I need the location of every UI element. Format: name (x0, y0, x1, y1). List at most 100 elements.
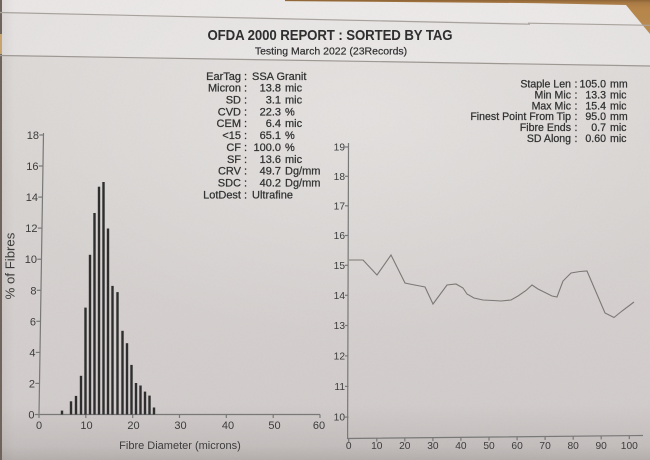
svg-text:SSA Granit: SSA Granit (252, 71, 306, 83)
svg-text:0: 0 (28, 410, 34, 422)
svg-text:70: 70 (539, 441, 551, 452)
svg-text:60: 60 (313, 420, 325, 432)
svg-text:mic: mic (610, 133, 627, 145)
svg-text:100: 100 (621, 441, 638, 452)
svg-text:30: 30 (427, 441, 439, 452)
svg-text:mic: mic (610, 100, 627, 112)
svg-text:2: 2 (29, 378, 35, 390)
svg-text:CEM: CEM (217, 118, 241, 130)
svg-text:mm: mm (610, 111, 628, 123)
svg-text::: : (575, 89, 578, 101)
svg-text:12: 12 (334, 351, 346, 362)
svg-text:16: 16 (26, 161, 38, 173)
svg-text::: : (575, 133, 578, 145)
svg-text:40: 40 (222, 420, 234, 432)
svg-text:0.7: 0.7 (591, 122, 606, 134)
svg-text:22.3: 22.3 (260, 106, 281, 118)
svg-text:3.1: 3.1 (266, 95, 281, 107)
svg-text:105.0: 105.0 (579, 79, 606, 91)
svg-text:%: % (285, 106, 295, 118)
svg-text:20: 20 (127, 420, 139, 432)
svg-text:Testing March 2022 (23Records): Testing March 2022 (23Records) (255, 46, 407, 58)
svg-text:13.3: 13.3 (585, 89, 606, 101)
svg-text:Dg/mm: Dg/mm (285, 178, 320, 190)
svg-text:mic: mic (610, 89, 627, 101)
svg-text::: : (244, 178, 247, 190)
svg-text:CVD: CVD (218, 106, 241, 118)
svg-text:Max Mic: Max Mic (532, 100, 572, 112)
svg-text:% of Fibres: % of Fibres (3, 232, 18, 299)
svg-text:49.7: 49.7 (260, 166, 281, 178)
svg-text:<15: <15 (222, 130, 241, 142)
svg-text:12: 12 (25, 223, 37, 235)
svg-text:15: 15 (334, 261, 346, 272)
svg-text:0.60: 0.60 (585, 133, 606, 145)
svg-text:Finest Point From Tip: Finest Point From Tip (470, 111, 571, 123)
svg-text:60: 60 (511, 441, 523, 452)
svg-text::: : (244, 142, 247, 154)
svg-text:mic: mic (285, 154, 303, 166)
svg-text:Fibre Diameter (microns): Fibre Diameter (microns) (119, 440, 241, 452)
svg-text:SD Along: SD Along (527, 133, 571, 145)
svg-text:30: 30 (174, 420, 186, 432)
svg-text:mm: mm (610, 79, 628, 91)
svg-text:14: 14 (334, 291, 346, 302)
svg-text:CF: CF (226, 142, 241, 154)
svg-text::: : (244, 106, 247, 118)
svg-text:14: 14 (26, 192, 38, 204)
svg-text:0: 0 (36, 420, 42, 432)
svg-text::: : (244, 130, 247, 142)
svg-text:10: 10 (80, 420, 92, 432)
svg-text:90: 90 (596, 441, 608, 452)
svg-text:%: % (285, 130, 295, 142)
svg-text:65.1: 65.1 (260, 130, 281, 142)
svg-text:CRV: CRV (218, 166, 242, 178)
svg-text:SF: SF (227, 154, 241, 166)
svg-text:40: 40 (455, 441, 467, 452)
svg-text::: : (575, 111, 578, 123)
svg-text::: : (575, 100, 578, 112)
svg-text:mic: mic (285, 83, 303, 95)
svg-text:6.4: 6.4 (266, 118, 281, 130)
svg-text:4: 4 (29, 347, 35, 359)
svg-text:50: 50 (483, 441, 495, 452)
svg-text:Dg/mm: Dg/mm (285, 166, 320, 178)
svg-text:0: 0 (346, 441, 352, 452)
svg-text:mic: mic (285, 95, 303, 107)
svg-text:mic: mic (285, 118, 303, 130)
svg-text:Ultrafine: Ultrafine (252, 189, 293, 201)
svg-text:LotDest: LotDest (203, 189, 241, 201)
svg-text:OFDA 2000 REPORT : SORTED BY T: OFDA 2000 REPORT : SORTED BY TAG (208, 28, 453, 44)
svg-text::: : (244, 166, 247, 178)
svg-text:18: 18 (334, 172, 346, 183)
svg-text:EarTag: EarTag (206, 71, 241, 83)
svg-text:Micron: Micron (208, 83, 241, 95)
svg-text::: : (244, 83, 247, 95)
svg-text:Min Mic: Min Mic (535, 89, 572, 101)
svg-text:50: 50 (268, 420, 280, 432)
svg-text:6: 6 (30, 316, 36, 328)
svg-text:100.0: 100.0 (253, 142, 281, 154)
svg-text:8: 8 (30, 285, 36, 297)
svg-text:10: 10 (25, 254, 37, 266)
svg-text:10: 10 (334, 413, 346, 424)
svg-text:%: % (285, 142, 295, 154)
svg-text:13.8: 13.8 (260, 83, 281, 95)
svg-text:SDC: SDC (218, 178, 241, 190)
svg-text:11: 11 (334, 382, 345, 393)
svg-text:18: 18 (27, 130, 39, 142)
svg-text::: : (244, 118, 247, 130)
svg-text:mic: mic (610, 122, 627, 134)
svg-text:20: 20 (399, 441, 411, 452)
svg-text:13: 13 (334, 321, 346, 332)
svg-text::: : (575, 79, 578, 91)
svg-text:Fibre Ends: Fibre Ends (520, 122, 571, 134)
svg-text:SD: SD (226, 95, 241, 107)
svg-text:15.4: 15.4 (585, 100, 606, 112)
svg-text:Staple Len: Staple Len (520, 79, 571, 91)
svg-text::: : (244, 95, 247, 107)
svg-text:95.0: 95.0 (585, 111, 606, 123)
svg-text:17: 17 (334, 201, 346, 212)
svg-text:80: 80 (568, 441, 580, 452)
svg-text::: : (244, 154, 247, 166)
